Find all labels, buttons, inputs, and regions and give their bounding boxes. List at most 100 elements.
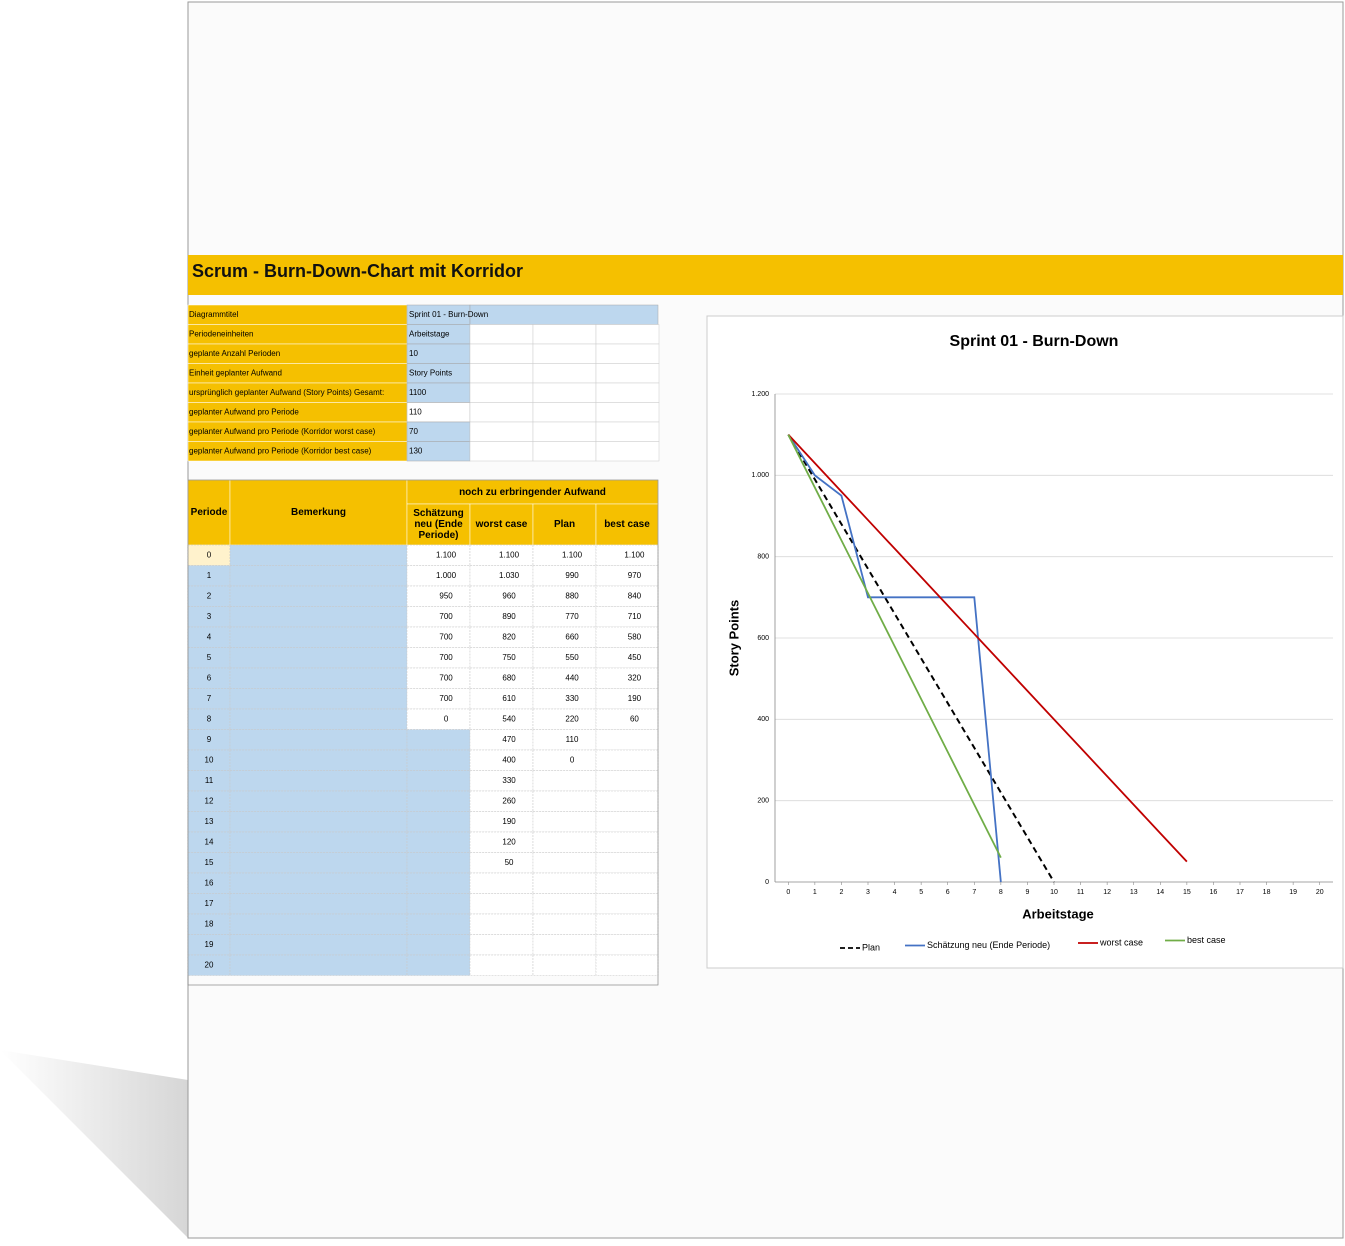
table-cell: [532, 913, 597, 935]
y-tick-label: 200: [757, 798, 769, 805]
setting-value: Story Points: [409, 368, 452, 377]
series-line: [787, 434, 1002, 859]
table-cell: [595, 913, 659, 935]
legend-label: worst case: [1099, 937, 1143, 947]
cell-value: 440: [565, 673, 579, 682]
cell-value: 190: [628, 694, 642, 703]
table-cell: [595, 893, 659, 915]
table-cell: [229, 585, 408, 607]
column-header-box: Periode: [191, 507, 228, 518]
cell-value: 990: [565, 571, 579, 580]
empty-cell: [595, 402, 660, 423]
header-cell: [229, 479, 408, 546]
table-cell: [595, 934, 659, 956]
table-cell: [532, 954, 597, 976]
table-cell: [595, 954, 659, 976]
table-cell: [406, 770, 471, 792]
setting-label: geplanter Aufwand pro Periode (Korridor …: [189, 446, 372, 455]
x-tick-label: 14: [1156, 889, 1164, 896]
cell-value: 2: [207, 591, 212, 600]
empty-cell: [595, 324, 660, 345]
table-cell: [229, 626, 408, 648]
table-cell: [406, 811, 471, 833]
cell-value: 14: [205, 837, 214, 846]
column-header: worst case: [475, 519, 528, 530]
y-tick-label: 400: [757, 716, 769, 723]
cell-value: 16: [205, 878, 214, 887]
table-cell: [532, 852, 597, 874]
setting-value: Sprint 01 - Burn-Down: [409, 310, 488, 319]
x-tick-label: 18: [1263, 889, 1271, 896]
setting-label: Periodeneinheiten: [189, 329, 254, 338]
table-cell: [532, 770, 597, 792]
empty-cell: [532, 343, 597, 364]
cell-value: 260: [502, 796, 516, 805]
table-cell: [595, 770, 659, 792]
table-cell: [532, 729, 597, 751]
cell-value: 550: [565, 653, 579, 662]
setting-label: geplante Anzahl Perioden: [189, 349, 280, 358]
cell-value: 700: [439, 694, 453, 703]
table-cell: [229, 667, 408, 689]
table-cell: [532, 790, 597, 812]
cell-value: 330: [565, 694, 579, 703]
empty-cell: [532, 324, 597, 345]
x-tick-label: 19: [1289, 889, 1297, 896]
cell-value: 7: [207, 694, 212, 703]
cell-value: 1.100: [499, 550, 520, 559]
cell-value: 190: [502, 817, 516, 826]
x-tick-label: 13: [1130, 889, 1138, 896]
cell-value: 470: [502, 735, 516, 744]
table-border: [187, 479, 659, 986]
cell-value: 60: [630, 714, 639, 723]
table-cell: [595, 811, 659, 833]
sheet-title: Scrum - Burn-Down-Chart mit Korridor: [192, 261, 523, 281]
cell-value: 8: [207, 714, 212, 723]
empty-cell: [595, 363, 660, 384]
cell-value: 19: [205, 940, 214, 949]
table-cell: [406, 934, 471, 956]
table-cell: [229, 852, 408, 874]
cell-value: 17: [205, 899, 214, 908]
table-cell: [406, 913, 471, 935]
table-cell: [406, 749, 471, 771]
chart-area: [706, 315, 1344, 969]
table-cell: [229, 708, 408, 730]
cell-value: 3: [207, 612, 212, 621]
x-tick-label: 12: [1103, 889, 1111, 896]
header-cell: [595, 503, 659, 546]
table-cell: [229, 872, 408, 894]
table-cell: [229, 811, 408, 833]
cell-value: 0: [444, 714, 449, 723]
cell-value: 580: [628, 632, 642, 641]
legend-label: Schätzung neu (Ende Periode): [927, 940, 1050, 950]
cell-value: 10: [205, 755, 214, 764]
series-line: [787, 434, 1055, 883]
empty-cell: [469, 324, 534, 345]
cell-value: 700: [439, 632, 453, 641]
cell-value: 50: [505, 858, 514, 867]
x-tick-label: 11: [1077, 889, 1084, 896]
setting-label: geplanter Aufwand pro Periode: [189, 407, 299, 416]
x-tick-label: 7: [972, 889, 976, 896]
table-cell: [595, 708, 659, 730]
setting-label: ursprünglich geplanter Aufwand (Story Po…: [189, 388, 384, 397]
x-tick-label: 2: [839, 889, 843, 896]
cell-value: 1.030: [499, 571, 520, 580]
cell-value: 1.000: [436, 571, 457, 580]
cell-value: 11: [205, 776, 214, 785]
cell-value: 9: [207, 735, 212, 744]
setting-value: 130: [409, 446, 423, 455]
y-tick-label: 600: [757, 635, 769, 642]
cell-value: 18: [205, 919, 214, 928]
x-tick-label: 5: [919, 889, 923, 896]
y-tick-label: 0: [765, 879, 769, 886]
y-tick-label: 1.000: [751, 472, 769, 479]
setting-value: Arbeitstage: [409, 329, 450, 338]
empty-cell: [532, 363, 597, 384]
table-cell: [595, 852, 659, 874]
table-cell: [532, 749, 597, 771]
table-cell: [595, 790, 659, 812]
